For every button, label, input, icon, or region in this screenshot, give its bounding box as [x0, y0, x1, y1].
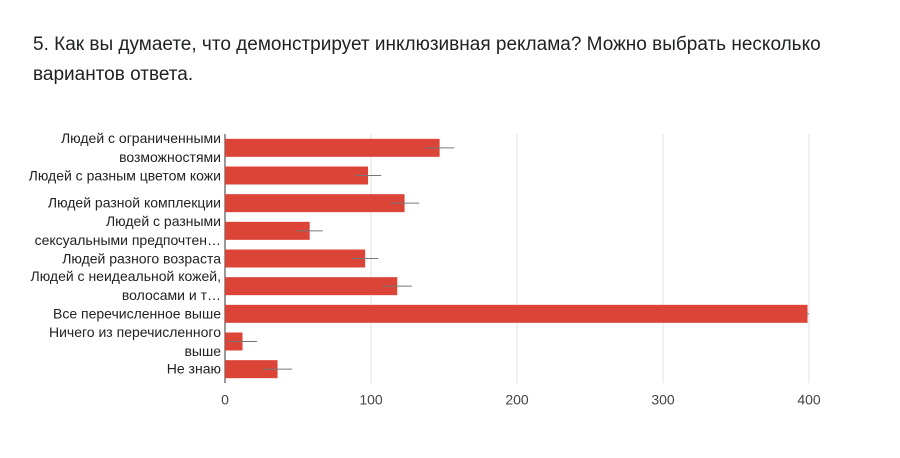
question-title: 5. Как вы думаете, что демонстрирует инк…	[33, 34, 821, 85]
x-tick-label: 400	[797, 392, 821, 408]
bar	[225, 221, 310, 240]
y-tick-label: Ничего из перечисленного выше	[49, 323, 221, 359]
bar	[225, 360, 278, 379]
y-tick-label: Людей с разными сексуальными предпочтен…	[34, 212, 221, 248]
bar	[225, 194, 405, 213]
y-tick-label: Не знаю	[166, 360, 221, 377]
y-tick-label: Все перечисленное выше	[53, 305, 221, 322]
y-tick-label: Людей с ограниченными возможностями	[60, 129, 221, 165]
bar	[225, 304, 808, 323]
bar	[225, 249, 366, 268]
y-tick-label: Людей с разным цветом кожи	[28, 167, 221, 183]
y-tick-label: Людей разного возраста	[62, 250, 221, 266]
x-tick-label: 0	[221, 392, 229, 408]
bar	[225, 166, 369, 185]
x-tick-label: 200	[505, 392, 529, 408]
bar	[225, 277, 398, 296]
y-tick-label: Людей разной комплекции	[47, 194, 221, 211]
x-tick-label: 300	[651, 392, 675, 408]
bar	[225, 138, 440, 157]
x-tick-label: 100	[359, 392, 383, 408]
y-tick-label: Людей с неидеальной кожей, волосами и т…	[30, 268, 221, 304]
